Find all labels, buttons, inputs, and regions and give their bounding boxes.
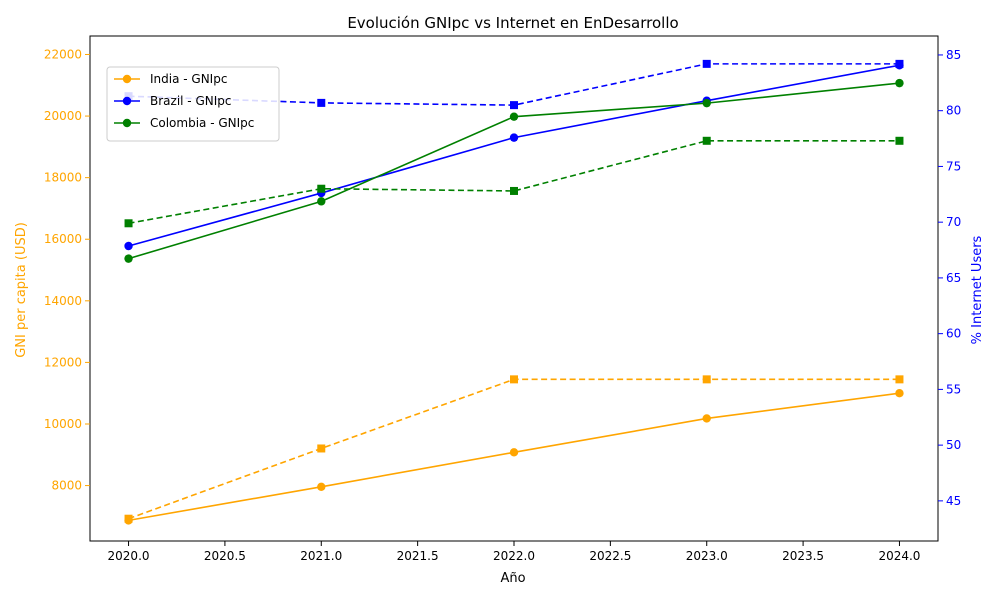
chart-title: Evolución GNIpc vs Internet en EnDesarro… — [347, 14, 678, 32]
series-line-0 — [128, 392, 900, 522]
x-tick-label: 2020.0 — [108, 549, 150, 563]
y-right-tick-label: 55 — [946, 382, 961, 396]
data-point — [317, 444, 326, 453]
data-point — [702, 59, 711, 68]
y-axis-label-right: % Internet Users — [970, 235, 985, 344]
data-point — [317, 184, 326, 193]
data-point — [124, 254, 133, 263]
data-point — [895, 388, 904, 398]
legend: India - GNIpc Brazil - GNIpc Colombia - GN… — [106, 66, 280, 142]
data-point — [510, 101, 518, 110]
y-left-tick-label: 10000 — [44, 417, 82, 431]
legend-label: Brazil - GNIpc — [150, 94, 231, 108]
y-right-tick-label: 50 — [946, 438, 961, 452]
legend-marker — [122, 74, 132, 84]
y-left-tick-label: 8000 — [51, 479, 82, 493]
y-right-tick-label: 70 — [946, 215, 961, 229]
x-tick-label: 2020.5 — [204, 549, 246, 563]
x-tick-label: 2021.5 — [397, 549, 439, 563]
data-point — [510, 186, 518, 195]
y-right-tick-label: 65 — [946, 271, 961, 285]
legend-label: Colombia - GNIpc — [150, 116, 254, 130]
data-point — [510, 375, 518, 384]
y-right-tick-label: 75 — [946, 159, 961, 173]
data-point — [702, 136, 711, 145]
data-point — [124, 219, 133, 228]
y-right-tick-label: 80 — [946, 104, 961, 118]
y-left-tick-label: 20000 — [44, 109, 82, 123]
x-tick-label: 2023.5 — [782, 549, 824, 563]
y-right-tick-label: 60 — [946, 327, 961, 341]
y-left-tick-label: 14000 — [44, 294, 82, 308]
data-point — [895, 78, 904, 88]
legend-marker — [122, 118, 132, 128]
data-point — [124, 514, 133, 523]
y-left-tick-label: 18000 — [44, 171, 82, 185]
data-point — [702, 414, 711, 423]
data-point — [895, 375, 904, 384]
y-right-tick-label: 45 — [946, 494, 961, 508]
data-point — [509, 448, 519, 457]
x-tick-label: 2023.0 — [686, 549, 728, 563]
data-point — [317, 98, 326, 107]
y-left-tick-label: 16000 — [44, 232, 82, 246]
x-tick-label: 2022.0 — [493, 549, 535, 563]
data-point — [702, 98, 711, 108]
series-line-5 — [128, 139, 900, 225]
data-point — [317, 482, 326, 492]
data-point — [895, 136, 904, 145]
y-left-tick-label: 12000 — [44, 355, 82, 369]
x-axis-label: Año — [500, 571, 525, 586]
legend-label: India - GNIpc — [150, 72, 227, 86]
x-tick-label: 2021.0 — [300, 549, 342, 563]
y-right-tick-label: 85 — [946, 48, 961, 62]
data-point — [702, 375, 711, 384]
x-tick-label: 2022.5 — [589, 549, 631, 563]
data-point — [895, 59, 904, 68]
x-tick-label: 2024.0 — [878, 549, 920, 563]
data-point — [509, 112, 519, 121]
legend-marker — [122, 96, 132, 106]
y-axis-label-left: GNI per capita (USD) — [14, 222, 29, 358]
data-point — [124, 241, 133, 251]
data-point — [509, 133, 519, 142]
legend-box — [106, 66, 280, 142]
data-point — [317, 197, 326, 206]
y-left-tick-label: 22000 — [44, 47, 82, 61]
plot-area: 2020.0 2020.5 2021.0 2021.5 2022.0 2022.5 2023… — [44, 35, 961, 563]
